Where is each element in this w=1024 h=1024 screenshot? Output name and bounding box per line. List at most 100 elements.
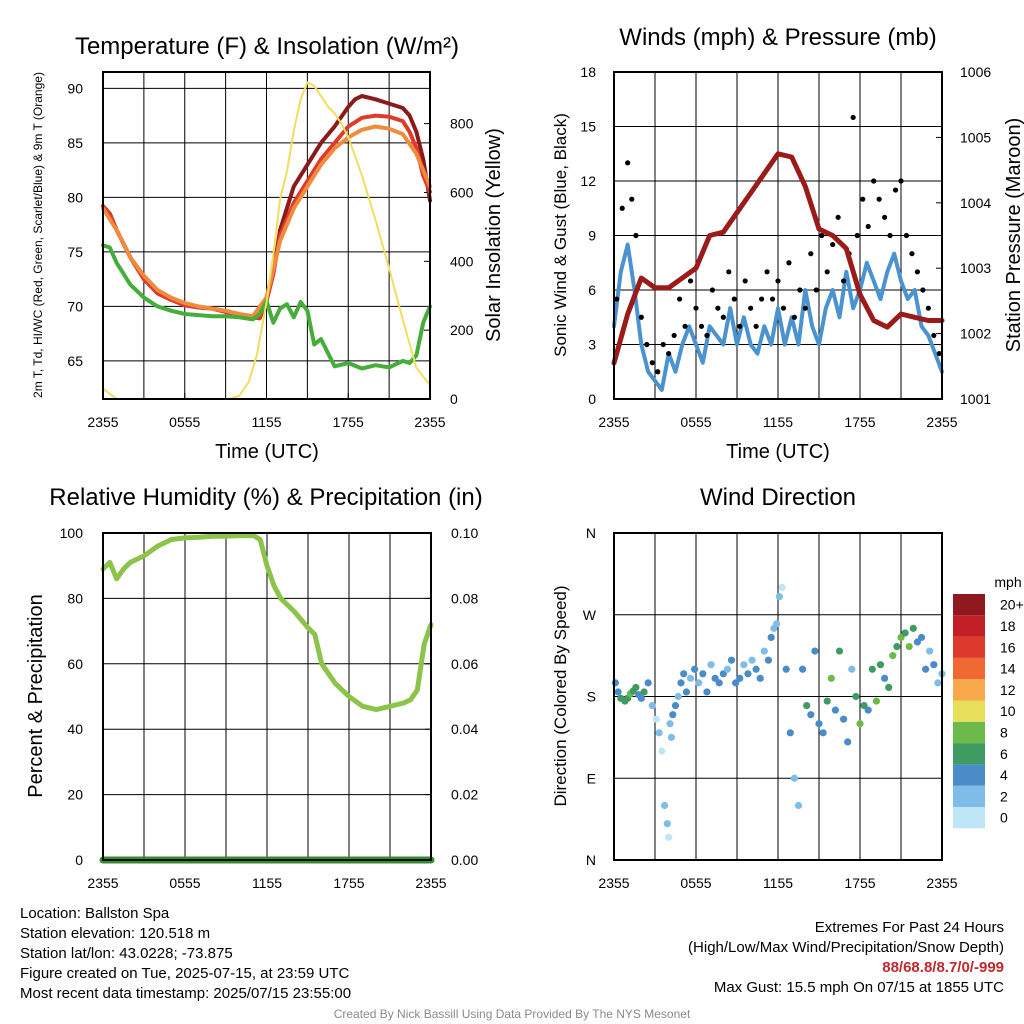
direction-point xyxy=(794,801,803,810)
x-tick-label: 0555 xyxy=(169,414,200,430)
colorbar-swatch xyxy=(953,700,985,722)
direction-point xyxy=(868,665,876,673)
gust-point xyxy=(887,232,893,239)
y2-tick-label: 0.06 xyxy=(451,656,478,672)
y-tick-label: 0 xyxy=(75,852,83,868)
direction-point xyxy=(917,633,926,642)
y-tick-label: 9 xyxy=(588,228,596,244)
direction-point xyxy=(640,688,648,696)
x-tick-label: 2355 xyxy=(598,414,629,430)
direction-point xyxy=(885,683,893,692)
gust-point xyxy=(786,260,792,266)
direction-point xyxy=(844,738,852,746)
colorbar-swatch xyxy=(953,721,985,744)
y2-tick-label: 400 xyxy=(450,253,474,269)
gust-point xyxy=(629,196,635,202)
gust-point xyxy=(769,296,776,302)
gust-point xyxy=(698,323,705,329)
direction-point xyxy=(632,683,640,692)
gust-point xyxy=(808,251,814,257)
y-tick-label: E xyxy=(587,770,596,786)
direction-point xyxy=(764,656,773,664)
direction-point xyxy=(893,642,901,651)
y2-tick-label: 600 xyxy=(450,184,474,200)
direction-point xyxy=(786,729,794,737)
max-gust-text: Max Gust: 15.5 mph On 07/15 at 1855 UTC xyxy=(713,979,1004,996)
direction-point xyxy=(695,679,703,687)
gust-point xyxy=(720,314,726,320)
winds-ylabel: Sonic Wind & Gust (Blue, Black) xyxy=(551,113,570,357)
direction-point xyxy=(823,697,831,705)
y2-tick-label: 1005 xyxy=(960,129,991,145)
temperature-title: Temperature (F) & Insolation (W/m²) xyxy=(75,33,459,60)
colorbar-label: 18 xyxy=(1000,618,1016,634)
direction-point xyxy=(889,652,897,660)
direction-point xyxy=(807,711,815,719)
elevation-text: Station elevation: 120.518 m xyxy=(20,925,211,942)
x-tick-label: 1155 xyxy=(252,875,282,891)
colorbar-swatch xyxy=(953,743,985,765)
direction-point xyxy=(926,647,934,655)
direction-point xyxy=(840,715,848,723)
wind-direction-title: Wind Direction xyxy=(700,484,856,511)
direction-point xyxy=(876,661,885,669)
gust-point xyxy=(614,296,620,302)
gust-point xyxy=(655,369,661,375)
colorbar-label: 12 xyxy=(1000,682,1016,698)
x-tick-label: 1755 xyxy=(844,414,875,430)
direction-point xyxy=(881,674,889,682)
direction-point xyxy=(872,697,881,705)
direction-point xyxy=(648,701,656,710)
gust-point xyxy=(925,305,931,311)
direction-point xyxy=(667,733,676,741)
direction-point xyxy=(748,656,756,664)
gust-point xyxy=(619,205,625,211)
x-tick-label: 1755 xyxy=(333,875,364,891)
direction-point xyxy=(660,801,669,810)
y-tick-label: 80 xyxy=(67,590,83,606)
y-tick-label: 90 xyxy=(67,80,83,96)
pressure-line xyxy=(611,151,945,366)
colorbar-swatch xyxy=(953,764,985,786)
x-tick-label: 2355 xyxy=(926,414,957,430)
gust-point xyxy=(704,332,710,339)
gust-point xyxy=(677,296,683,302)
gust-point xyxy=(865,223,871,230)
x-tick-label: 2355 xyxy=(87,875,118,891)
winds-panel: Winds (mph) & Pressure (mb) Time (UTC) S… xyxy=(551,24,1024,463)
recent-text: Most recent data timestamp: 2025/07/15 2… xyxy=(20,985,352,1002)
humidity-panel: Relative Humidity (%) & Precipitation (i… xyxy=(25,484,483,891)
gust-point xyxy=(666,350,672,357)
direction-point xyxy=(811,647,819,655)
gust-point xyxy=(742,278,748,284)
direction-point xyxy=(655,729,663,737)
humidity-title: Relative Humidity (%) & Precipitation (i… xyxy=(49,484,482,511)
colorbar-swatch xyxy=(953,636,985,658)
gust-point xyxy=(748,305,754,311)
y2-tick-label: 0 xyxy=(450,391,458,407)
gust-point xyxy=(819,232,825,239)
direction-point xyxy=(819,729,827,737)
gust-point xyxy=(854,232,860,239)
winds-xlabel: Time (UTC) xyxy=(726,441,830,463)
gust-point xyxy=(931,332,937,339)
extremes-info: Extremes For Past 24 Hours (High/Low/Max… xyxy=(688,918,1004,998)
colorbar-label: 4 xyxy=(1000,767,1008,783)
gust-point xyxy=(892,187,899,193)
direction-point xyxy=(669,711,677,719)
station-info: Location: Ballston Spa Station elevation… xyxy=(20,904,351,1004)
gust-point xyxy=(709,287,716,293)
colorbar-swatch xyxy=(953,679,985,701)
colorbar-swatch xyxy=(953,594,985,616)
direction-point xyxy=(752,665,760,673)
colorbar-label: 8 xyxy=(1000,724,1008,740)
created-text: Figure created on Tue, 2025-07-15, at 23… xyxy=(20,965,350,982)
colorbar-unit: mph xyxy=(994,574,1021,590)
y-tick-label: S xyxy=(587,689,596,705)
credit-text: Created By Nick Bassill Using Data Provi… xyxy=(333,1007,691,1021)
y2-tick-label: 0.10 xyxy=(451,525,478,541)
x-tick-label: 1155 xyxy=(251,414,281,430)
y-tick-label: 6 xyxy=(588,282,596,298)
gust-point xyxy=(914,269,921,275)
